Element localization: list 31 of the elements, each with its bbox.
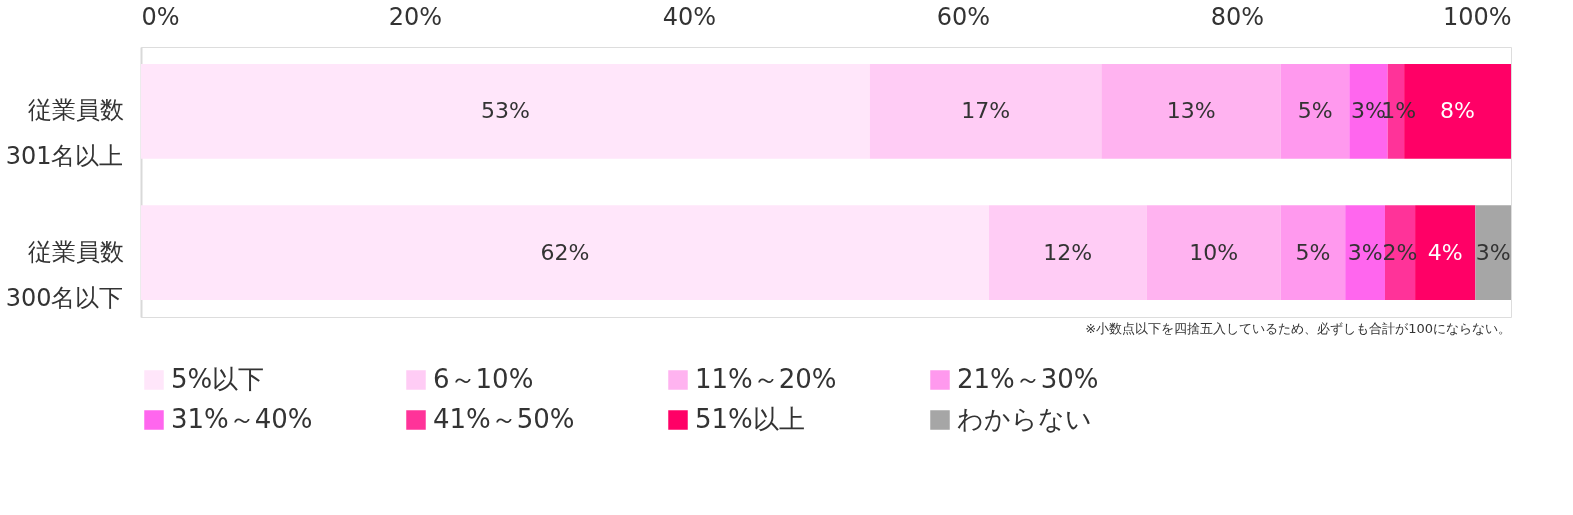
x-tick-label: 0% — [141, 2, 180, 31]
data-label: 5% — [1297, 98, 1333, 124]
text: ※小数点以下を四捨五入しているため、必ずしも合計が100にならない。 — [1085, 321, 1511, 336]
legend-label: 11%～20% — [695, 364, 837, 394]
x-tick-label: 40% — [662, 2, 717, 31]
data-label: 4% — [1427, 239, 1463, 265]
data-label: 53% — [480, 98, 530, 124]
legend-label: 5%以下 — [171, 364, 265, 394]
data-label: 62% — [540, 239, 590, 265]
data-label: 12% — [1043, 239, 1093, 265]
legend-label: 41%～50% — [433, 404, 575, 434]
y-tick-label: 従業員数 301名以上 — [5, 96, 124, 171]
data-label: 13% — [1166, 98, 1216, 124]
data-label: 8% — [1440, 98, 1476, 124]
x-tick-label: 60% — [936, 2, 991, 31]
data-label: 10% — [1189, 239, 1239, 265]
legend-label: 51%以上 — [695, 404, 805, 434]
x-tick-label: 100% — [1442, 2, 1512, 31]
data-label: 2% — [1382, 239, 1418, 265]
legend-label: 6～10% — [433, 364, 534, 394]
data-label: 5% — [1295, 239, 1331, 265]
y-tick-label: 従業員数 300名以下 — [5, 237, 124, 312]
legend-label: 21%～30% — [957, 364, 1099, 394]
data-label: 17% — [961, 98, 1011, 124]
legend-label: わからない — [957, 404, 1092, 434]
x-tick-label: 20% — [388, 2, 443, 31]
data-label: 3% — [1475, 239, 1511, 265]
data-label: 3% — [1347, 239, 1383, 265]
data-label: 3% — [1351, 98, 1386, 124]
legend-label: 31%～40% — [171, 404, 313, 434]
x-tick-label: 80% — [1210, 2, 1265, 31]
